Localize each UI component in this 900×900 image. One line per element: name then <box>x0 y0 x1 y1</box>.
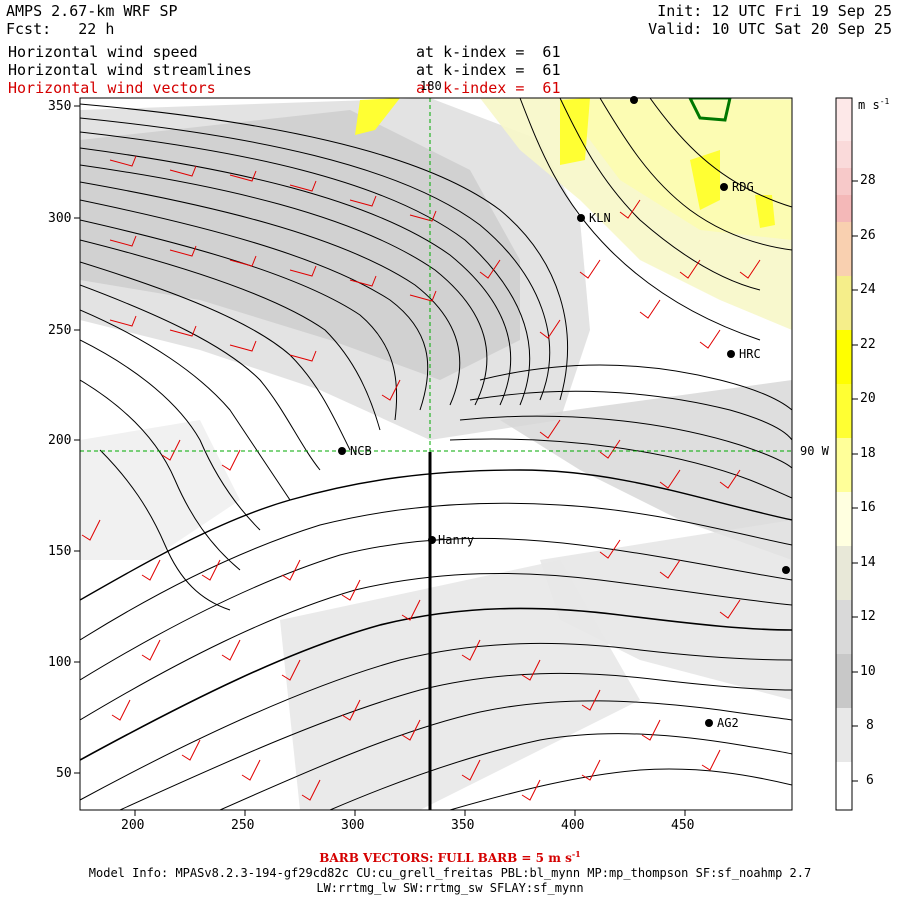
color-bar <box>835 97 858 811</box>
field-level-speed: at k-index = 61 <box>416 43 561 61</box>
x-tick-label: 400 <box>561 818 585 833</box>
y-tick-label: 250 <box>48 323 72 338</box>
colorbar-label: 28 <box>860 173 876 188</box>
map-title: AMPS 2.67-km WRF SP <box>6 2 178 20</box>
field-name-vectors: Horizontal wind vectors <box>8 79 216 97</box>
colorbar-label: 16 <box>860 500 876 515</box>
y-tick-label: 100 <box>48 655 72 670</box>
colorbar-label: 6 <box>866 773 874 788</box>
x-tick-label: 450 <box>671 818 695 833</box>
y-tick-label: 200 <box>48 433 72 448</box>
station-label: RDG <box>732 180 754 194</box>
parallel-label: 90 W <box>800 444 829 458</box>
station-label: AG2 <box>717 716 739 730</box>
field-level-streamlines: at k-index = 61 <box>416 61 561 79</box>
colorbar-units: m s-1 <box>858 97 890 112</box>
field-name-streamlines: Horizontal wind streamlines <box>8 61 252 79</box>
wind-speed-shading <box>80 98 792 810</box>
forecast-hour: Fcst: 22 h <box>6 20 115 38</box>
x-tick-label: 200 <box>121 818 145 833</box>
y-tick-label: 150 <box>48 544 72 559</box>
streamlines <box>80 98 792 810</box>
x-tick-label: 250 <box>231 818 255 833</box>
colorbar-label: 12 <box>860 609 876 624</box>
y-tick-label: 300 <box>48 211 72 226</box>
map-area <box>80 98 792 810</box>
station-markers <box>338 96 790 727</box>
colorbar-label: 26 <box>860 228 876 243</box>
field-level-vectors: at k-index = 61 <box>416 79 561 97</box>
y-tick-label: 350 <box>48 99 72 114</box>
x-tick-label: 350 <box>451 818 475 833</box>
colorbar-label: 8 <box>866 718 874 733</box>
colorbar-label: 14 <box>860 555 876 570</box>
colorbar-label: 10 <box>860 664 876 679</box>
y-tick-label: 50 <box>56 766 72 781</box>
colorbar-label: 18 <box>860 446 876 461</box>
station-label: KLN <box>589 211 611 225</box>
axis-ticks <box>74 105 686 816</box>
colorbar-label: 24 <box>860 282 876 297</box>
barb-legend: BARB VECTORS: FULL BARB = 5 m s-1 <box>319 849 581 865</box>
station-label: Hanry <box>438 533 475 547</box>
colorbar-label: 20 <box>860 391 876 406</box>
station-label: HRC <box>739 347 761 361</box>
model-info: Model Info: MPASv8.2.3-194-gf29cd82c CU:… <box>88 866 812 880</box>
model-info-physics: LW:rrtmg_lw SW:rrtmg_sw SFLAY:sf_mynn <box>316 881 584 895</box>
station-label: NCB <box>350 444 372 458</box>
meridian-label: 180 <box>420 79 442 93</box>
x-tick-label: 300 <box>341 818 365 833</box>
colorbar-label: 22 <box>860 337 876 352</box>
init-time: Init: 12 UTC Fri 19 Sep 25 <box>657 2 892 20</box>
field-name-speed: Horizontal wind speed <box>8 43 198 61</box>
map-frame <box>79 97 793 811</box>
wind-barbs <box>81 155 761 801</box>
valid-time: Valid: 10 UTC Sat 20 Sep 25 <box>648 20 892 38</box>
